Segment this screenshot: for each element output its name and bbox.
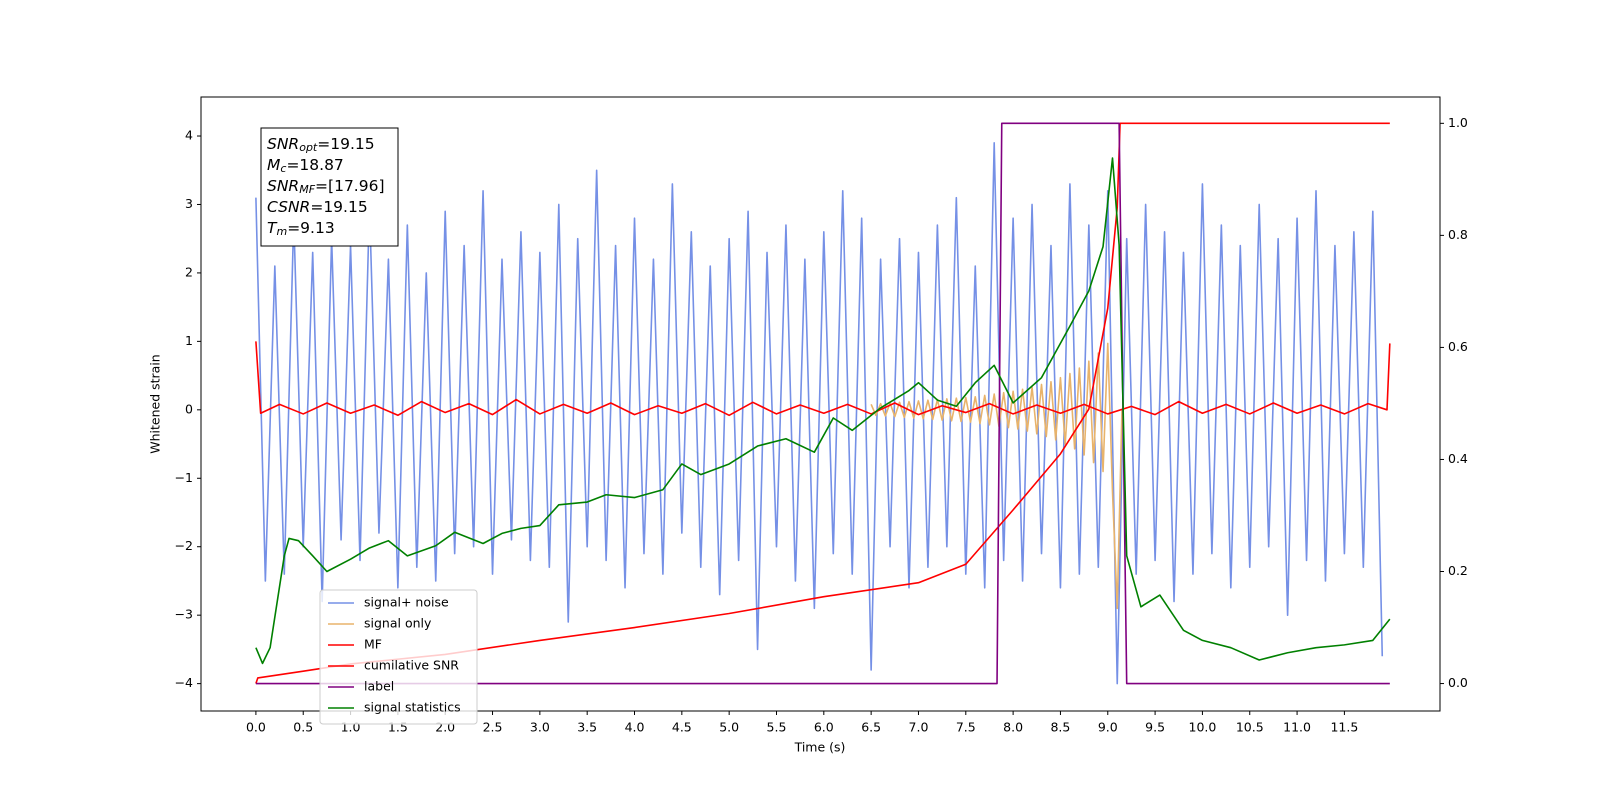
- legend-box: [319, 589, 478, 725]
- y2-tick-label: 0.4: [1448, 451, 1468, 466]
- x-tick-label: 11.0: [1283, 720, 1311, 735]
- x-tick-label: 0.5: [293, 720, 313, 735]
- x-tick-label: 10.5: [1236, 720, 1264, 735]
- x-tick-label: 6.0: [814, 720, 834, 735]
- x-tick-label: 2.5: [483, 720, 503, 735]
- annotation-value: =[17.96]: [315, 177, 384, 195]
- y2-tick-label: 0.2: [1448, 563, 1468, 578]
- annotation-value: =9.13: [287, 219, 335, 237]
- annotation-subscript: MF: [299, 183, 315, 196]
- y-tick-label: −3: [175, 607, 193, 622]
- x-tick-label: 7.5: [956, 720, 976, 735]
- x-tick-label: 6.5: [861, 720, 881, 735]
- annotation: SNRopt=19.15Mc=18.87SNRMF=[17.96]CSNR=19…: [260, 127, 399, 247]
- annotation-subscript: c: [280, 162, 286, 175]
- y2-tick-label: 0.8: [1448, 227, 1468, 242]
- annotation-symbol: SNR: [267, 135, 299, 153]
- y-tick-label: −4: [175, 675, 193, 690]
- y-tick-label: 3: [185, 196, 193, 211]
- legend-label: label: [364, 679, 394, 694]
- x-tick-label: 9.0: [1098, 720, 1118, 735]
- x-tick-label: 0.0: [246, 720, 266, 735]
- y2-tick-label: 0.0: [1448, 675, 1468, 690]
- annotation-symbol: SNR: [267, 177, 299, 195]
- x-tick-label: 5.5: [767, 720, 787, 735]
- annotation-symbol: T: [267, 219, 278, 237]
- x-tick-label: 9.5: [1145, 720, 1165, 735]
- x-tick-label: 3.0: [530, 720, 550, 735]
- y-tick-label: 1: [185, 333, 193, 348]
- x-tick-label: 11.5: [1330, 720, 1358, 735]
- y-axis-label: Whitened strain: [148, 354, 163, 453]
- legend: signal+ noise signal only MF cumilative SNR…: [319, 589, 478, 725]
- y2-tick-label: 0.6: [1448, 339, 1468, 354]
- x-tick-label: 5.0: [719, 720, 739, 735]
- annotation-value: =19.15: [310, 198, 367, 216]
- annotation-line: SNRopt=19.15: [267, 135, 375, 155]
- x-tick-label: 7.0: [909, 720, 929, 735]
- annotation-symbol: M: [267, 156, 280, 174]
- annotation-line: SNRMF=[17.96]: [267, 177, 385, 197]
- y-tick-label: −2: [175, 538, 193, 553]
- series-line: [255, 122, 1390, 685]
- annotation-line: CSNR=19.15: [267, 198, 368, 216]
- annotation-line: Tm=9.13: [267, 219, 335, 239]
- x-tick-label: 8.0: [1003, 720, 1023, 735]
- series-line: [255, 341, 1391, 417]
- x-tick-label: 10.0: [1189, 720, 1217, 735]
- legend-label: cumilative SNR: [364, 658, 459, 673]
- annotation-value: =18.87: [286, 156, 343, 174]
- y-tick-label: −1: [175, 470, 193, 485]
- legend-label: signal+ noise: [364, 595, 449, 610]
- annotation-value: =19.15: [317, 135, 374, 153]
- y-tick-label: 4: [185, 128, 193, 143]
- annotation-symbol: CSNR: [267, 198, 310, 216]
- annotation-subscript: m: [276, 225, 287, 238]
- x-tick-label: 8.5: [1050, 720, 1070, 735]
- annotation-subscript: opt: [299, 141, 318, 154]
- legend-label: signal only: [364, 616, 432, 631]
- annotation-box: [260, 127, 399, 247]
- annotation-line: Mc=18.87: [267, 156, 344, 176]
- legend-label: MF: [364, 637, 382, 652]
- y-tick-label: 0: [185, 401, 193, 416]
- series-line: [870, 342, 1123, 610]
- series-line: [255, 157, 1391, 665]
- x-tick-label: 4.5: [672, 720, 692, 735]
- x-tick-label: 3.5: [577, 720, 597, 735]
- y2-tick-label: 1.0: [1448, 115, 1468, 130]
- x-axis-label: Time (s): [794, 740, 846, 755]
- series-line: [255, 142, 1384, 685]
- y-tick-label: 2: [185, 264, 193, 279]
- legend-label: signal statistics: [364, 700, 461, 715]
- axes-frame: [200, 96, 1441, 712]
- x-tick-label: 4.0: [625, 720, 645, 735]
